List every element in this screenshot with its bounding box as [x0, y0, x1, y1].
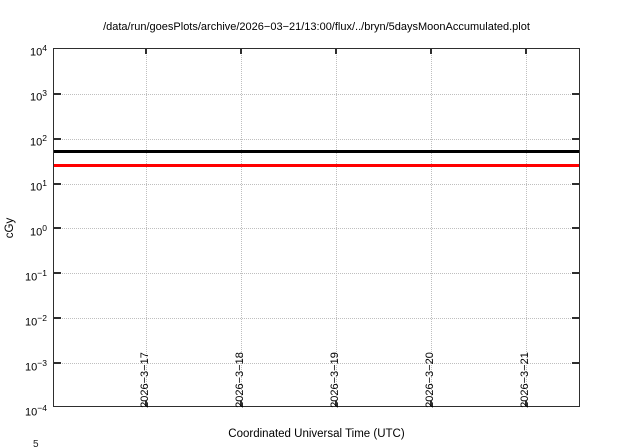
tick-mark: [572, 183, 579, 185]
gridline-horizontal: [54, 94, 579, 95]
tick-mark: [430, 49, 432, 54]
tick-mark: [525, 49, 527, 54]
y-tick-label: 10−1: [25, 268, 47, 284]
tick-mark: [572, 138, 579, 140]
tick-mark: [572, 272, 579, 274]
x-tick-label: 2026−3−17: [139, 352, 151, 408]
y-tick-label: 102: [30, 133, 47, 149]
gridline-vertical: [146, 49, 147, 406]
tick-mark: [54, 183, 61, 185]
tick-mark: [145, 401, 147, 406]
y-tick-label: 100: [30, 223, 47, 239]
y-tick-label: 10−2: [25, 313, 47, 329]
x-tick-label: 2026−3−20: [424, 352, 436, 408]
x-tick-label: 2026−3−21: [519, 352, 531, 408]
tick-mark: [572, 227, 579, 229]
tick-mark: [240, 49, 242, 54]
gridline-vertical: [431, 49, 432, 406]
tick-mark: [145, 49, 147, 54]
plot-area: [53, 48, 580, 407]
y-tick-label: 101: [30, 178, 47, 194]
gridline-horizontal: [54, 184, 579, 185]
lower-threshold-line: [54, 164, 579, 167]
tick-mark: [335, 49, 337, 54]
gridline-vertical: [241, 49, 242, 406]
y-tick-label: 104: [30, 43, 47, 59]
tick-mark: [54, 272, 61, 274]
tick-mark: [54, 362, 61, 364]
y-tick-label: 10−4: [25, 403, 47, 419]
gridline-vertical: [336, 49, 337, 406]
plot-title: /data/run/goesPlots/archive/2026−03−21/1…: [103, 21, 530, 33]
gridline-horizontal: [54, 139, 579, 140]
upper-threshold-line: [54, 150, 579, 153]
tick-mark: [525, 401, 527, 406]
tick-mark: [240, 401, 242, 406]
x-axis-title: Coordinated Universal Time (UTC): [228, 428, 405, 440]
tick-mark: [54, 317, 61, 319]
tick-mark: [572, 317, 579, 319]
gridline-vertical: [526, 49, 527, 406]
y-tick-label: 103: [30, 88, 47, 104]
tick-mark: [54, 227, 61, 229]
gridline-horizontal: [54, 318, 579, 319]
gridline-horizontal: [54, 363, 579, 364]
tick-mark: [572, 362, 579, 364]
y-tick-label: 10−3: [25, 358, 47, 374]
gridline-horizontal: [54, 273, 579, 274]
tick-mark: [572, 93, 579, 95]
y-axis-title: cGy: [4, 217, 16, 239]
tick-mark: [54, 93, 61, 95]
tick-mark: [54, 138, 61, 140]
tick-mark: [430, 401, 432, 406]
cropped-text-fragment: 5: [33, 439, 39, 448]
tick-mark: [335, 401, 337, 406]
gridline-horizontal: [54, 228, 579, 229]
x-tick-label: 2026−3−19: [329, 352, 341, 408]
x-tick-label: 2026−3−18: [234, 352, 246, 408]
